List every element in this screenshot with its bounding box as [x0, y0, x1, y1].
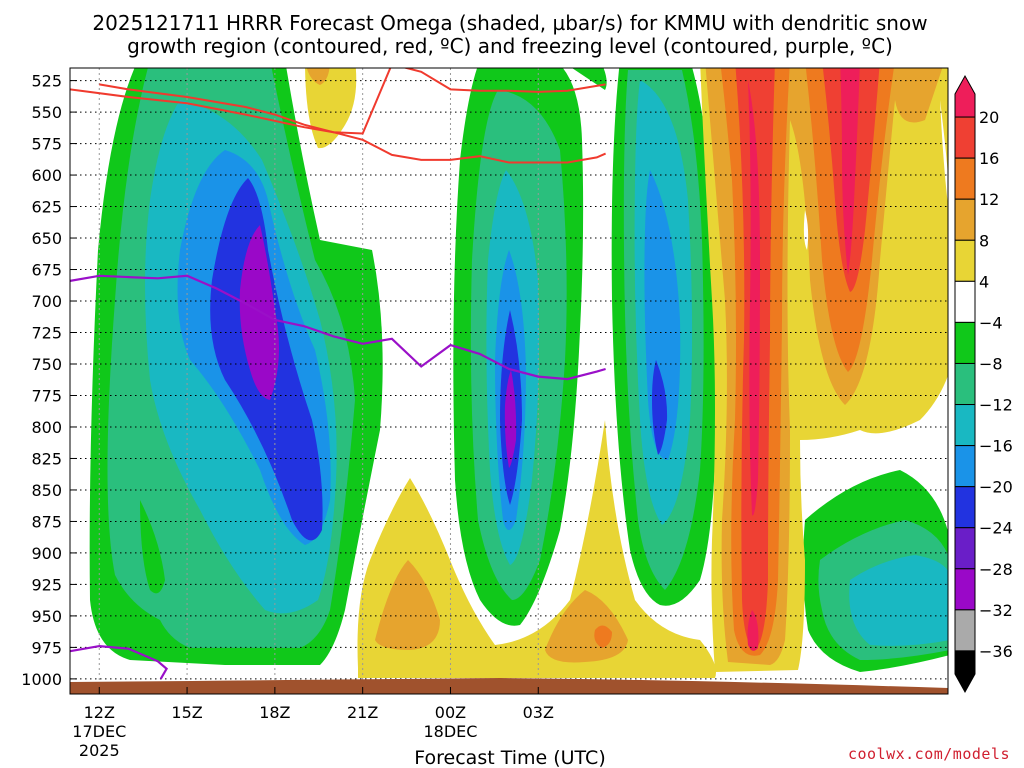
- omega-shaded-field: [89, 68, 948, 678]
- omega-fill: [748, 80, 760, 516]
- contour-lines: [70, 68, 606, 680]
- y-tick-label: 950: [31, 607, 62, 626]
- colorbar-label: 16: [979, 149, 999, 168]
- x-tick-label: 2025: [79, 741, 120, 760]
- omega-fill: [375, 560, 440, 650]
- colorbar-label: 4: [979, 272, 989, 291]
- y-tick-label: 875: [31, 512, 62, 531]
- y-tick-label: 625: [31, 198, 62, 217]
- y-tick-label: 575: [31, 135, 62, 154]
- colorbar-segment: [954, 486, 976, 529]
- omega-fill: [849, 555, 948, 646]
- omega-fill: [840, 68, 860, 275]
- colorbar-label: −36: [979, 642, 1013, 661]
- colorbar-label: 8: [979, 231, 989, 250]
- colorbar-segment: [954, 445, 976, 488]
- colorbar-segment: [954, 404, 976, 447]
- colorbar-segment: [954, 609, 976, 652]
- omega-fill: [652, 360, 668, 455]
- omega-fill: [239, 225, 279, 400]
- chart-title-line2: growth region (contoured, red, ºC) and f…: [127, 34, 893, 58]
- colorbar-label: −8: [979, 354, 1003, 373]
- colorbar-segment: [954, 568, 976, 611]
- freezing-level-contour: [70, 274, 606, 381]
- terrain-fill: [70, 678, 948, 694]
- omega-fill: [306, 68, 330, 85]
- dgz-bottom-contour: [99, 83, 606, 164]
- y-tick-label: 750: [31, 355, 62, 374]
- x-tick-label: 12Z: [84, 703, 115, 722]
- colorbar-segment: [954, 157, 976, 200]
- y-tick-label: 1000: [21, 670, 62, 689]
- colorbar-segment: [954, 527, 976, 570]
- colorbar-segment: [954, 650, 976, 694]
- y-tick-label: 600: [31, 166, 62, 185]
- y-tick-label: 850: [31, 481, 62, 500]
- x-tick-label: 18DEC: [423, 722, 477, 741]
- omega-fill: [747, 610, 759, 651]
- omega-fill: [572, 68, 607, 90]
- colorbar-label: −4: [979, 313, 1003, 332]
- dgz-top-contour: [70, 68, 606, 135]
- x-tick-label: 21Z: [347, 703, 378, 722]
- y-tick-label: 550: [31, 103, 62, 122]
- chart-title-line1: 2025121711 HRRR Forecast Omega (shaded, …: [92, 11, 927, 35]
- colorbar-label: −28: [979, 560, 1013, 579]
- y-tick-label: 525: [31, 72, 62, 91]
- omega-fill: [803, 210, 809, 250]
- colorbar-segment: [954, 74, 976, 118]
- omega-fill: [140, 500, 165, 594]
- colorbar-label: −12: [979, 396, 1013, 415]
- y-tick-label: 975: [31, 638, 62, 657]
- plot-frame: [69, 67, 949, 695]
- y-tick-label: 650: [31, 229, 62, 248]
- omega-fill: [594, 625, 612, 648]
- x-tick-label: 03Z: [523, 703, 554, 722]
- y-axis: 525 550 575 600 625 650 675 700 725 750 775 800 825 8…: [21, 72, 77, 689]
- y-tick-label: 725: [31, 324, 62, 343]
- colorbar-label: 20: [979, 108, 999, 127]
- colorbar-segment: [954, 239, 976, 282]
- y-tick-label: 700: [31, 292, 62, 311]
- y-tick-label: 900: [31, 544, 62, 563]
- omega-fill: [940, 100, 948, 206]
- y-tick-label: 800: [31, 418, 62, 437]
- omega-fill: [357, 420, 716, 678]
- colorbar-label: −24: [979, 519, 1013, 538]
- credit-text: coolwx.com/models: [848, 745, 1010, 763]
- colorbar-segment: [954, 280, 976, 323]
- colorbar-label: −16: [979, 437, 1013, 456]
- colorbar-label: −20: [979, 478, 1013, 497]
- x-tick-label: 18Z: [259, 703, 290, 722]
- colorbar-segment: [954, 321, 976, 364]
- x-axis-label: Forecast Time (UTC): [414, 747, 605, 768]
- y-tick-label: 675: [31, 261, 62, 280]
- colorbar-segment: [954, 198, 976, 241]
- omega-fill: [504, 370, 517, 468]
- colorbar-segment: [954, 116, 976, 159]
- y-tick-label: 775: [31, 386, 62, 405]
- y-tick-label: 825: [31, 449, 62, 468]
- colorbar-segment: [954, 362, 976, 406]
- colorbar-label: −32: [979, 601, 1013, 620]
- colorbar-label: 12: [979, 190, 999, 209]
- y-tick-label: 925: [31, 575, 62, 594]
- x-tick-label: 17DEC: [72, 722, 126, 741]
- x-tick-label: 00Z: [435, 703, 466, 722]
- freezing-level-surface-contour: [70, 644, 169, 680]
- colorbar: 20 16 12 8 4 −4 −8 −12 −16 −20 −24 −28 −32 −36: [954, 74, 1013, 694]
- grid: [70, 68, 948, 694]
- x-tick-label: 15Z: [171, 703, 202, 722]
